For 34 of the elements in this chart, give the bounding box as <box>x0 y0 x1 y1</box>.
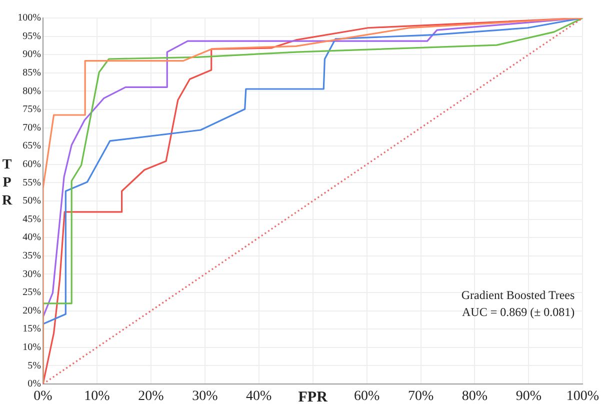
y-tick-label: 65% <box>22 140 41 152</box>
y-tick-label: 10% <box>22 342 41 354</box>
y-tick-label: 95% <box>22 30 41 42</box>
annotation: Gradient Boosted Trees <box>461 288 575 302</box>
y-tick-label: 50% <box>22 196 41 207</box>
y-tick-label: 0% <box>28 378 41 390</box>
y-tick-label: 25% <box>22 287 41 298</box>
y-tick-label: 60% <box>22 159 41 170</box>
x-tick-label: 100% <box>566 389 600 404</box>
y-tick-label: 70% <box>22 122 41 134</box>
x-axis-title: FPR <box>298 389 328 406</box>
y-tick-label: 20% <box>22 305 41 316</box>
y-tick-label: 40% <box>22 232 41 244</box>
y-tick-label: 15% <box>22 324 41 335</box>
x-tick-label: 40% <box>246 389 272 404</box>
x-tick-label: 80% <box>462 389 488 404</box>
y-tick-label: 5% <box>28 360 41 372</box>
y-tick-label: 90% <box>22 49 41 60</box>
y-axis-title: TPR <box>2 158 13 209</box>
y-tick-label: 30% <box>22 268 41 280</box>
x-tick-label: 60% <box>354 389 380 404</box>
x-tick-label: 10% <box>84 389 110 404</box>
y-tick-label: 45% <box>22 214 41 225</box>
x-tick-label: 30% <box>192 389 218 404</box>
x-tick-label: 90% <box>516 389 542 404</box>
y-tick-label: 100% <box>18 12 41 24</box>
y-tick-label: 75% <box>22 104 41 116</box>
x-tick-label: 70% <box>408 389 434 404</box>
x-tick-label: 20% <box>138 389 164 404</box>
annotation: AUC = 0.869 (± 0.081) <box>462 305 575 320</box>
y-tick-label: 55% <box>22 177 41 188</box>
y-tick-label: 85% <box>22 68 41 79</box>
y-tick-label: 80% <box>22 86 41 97</box>
y-tick-label: 35% <box>22 250 41 262</box>
